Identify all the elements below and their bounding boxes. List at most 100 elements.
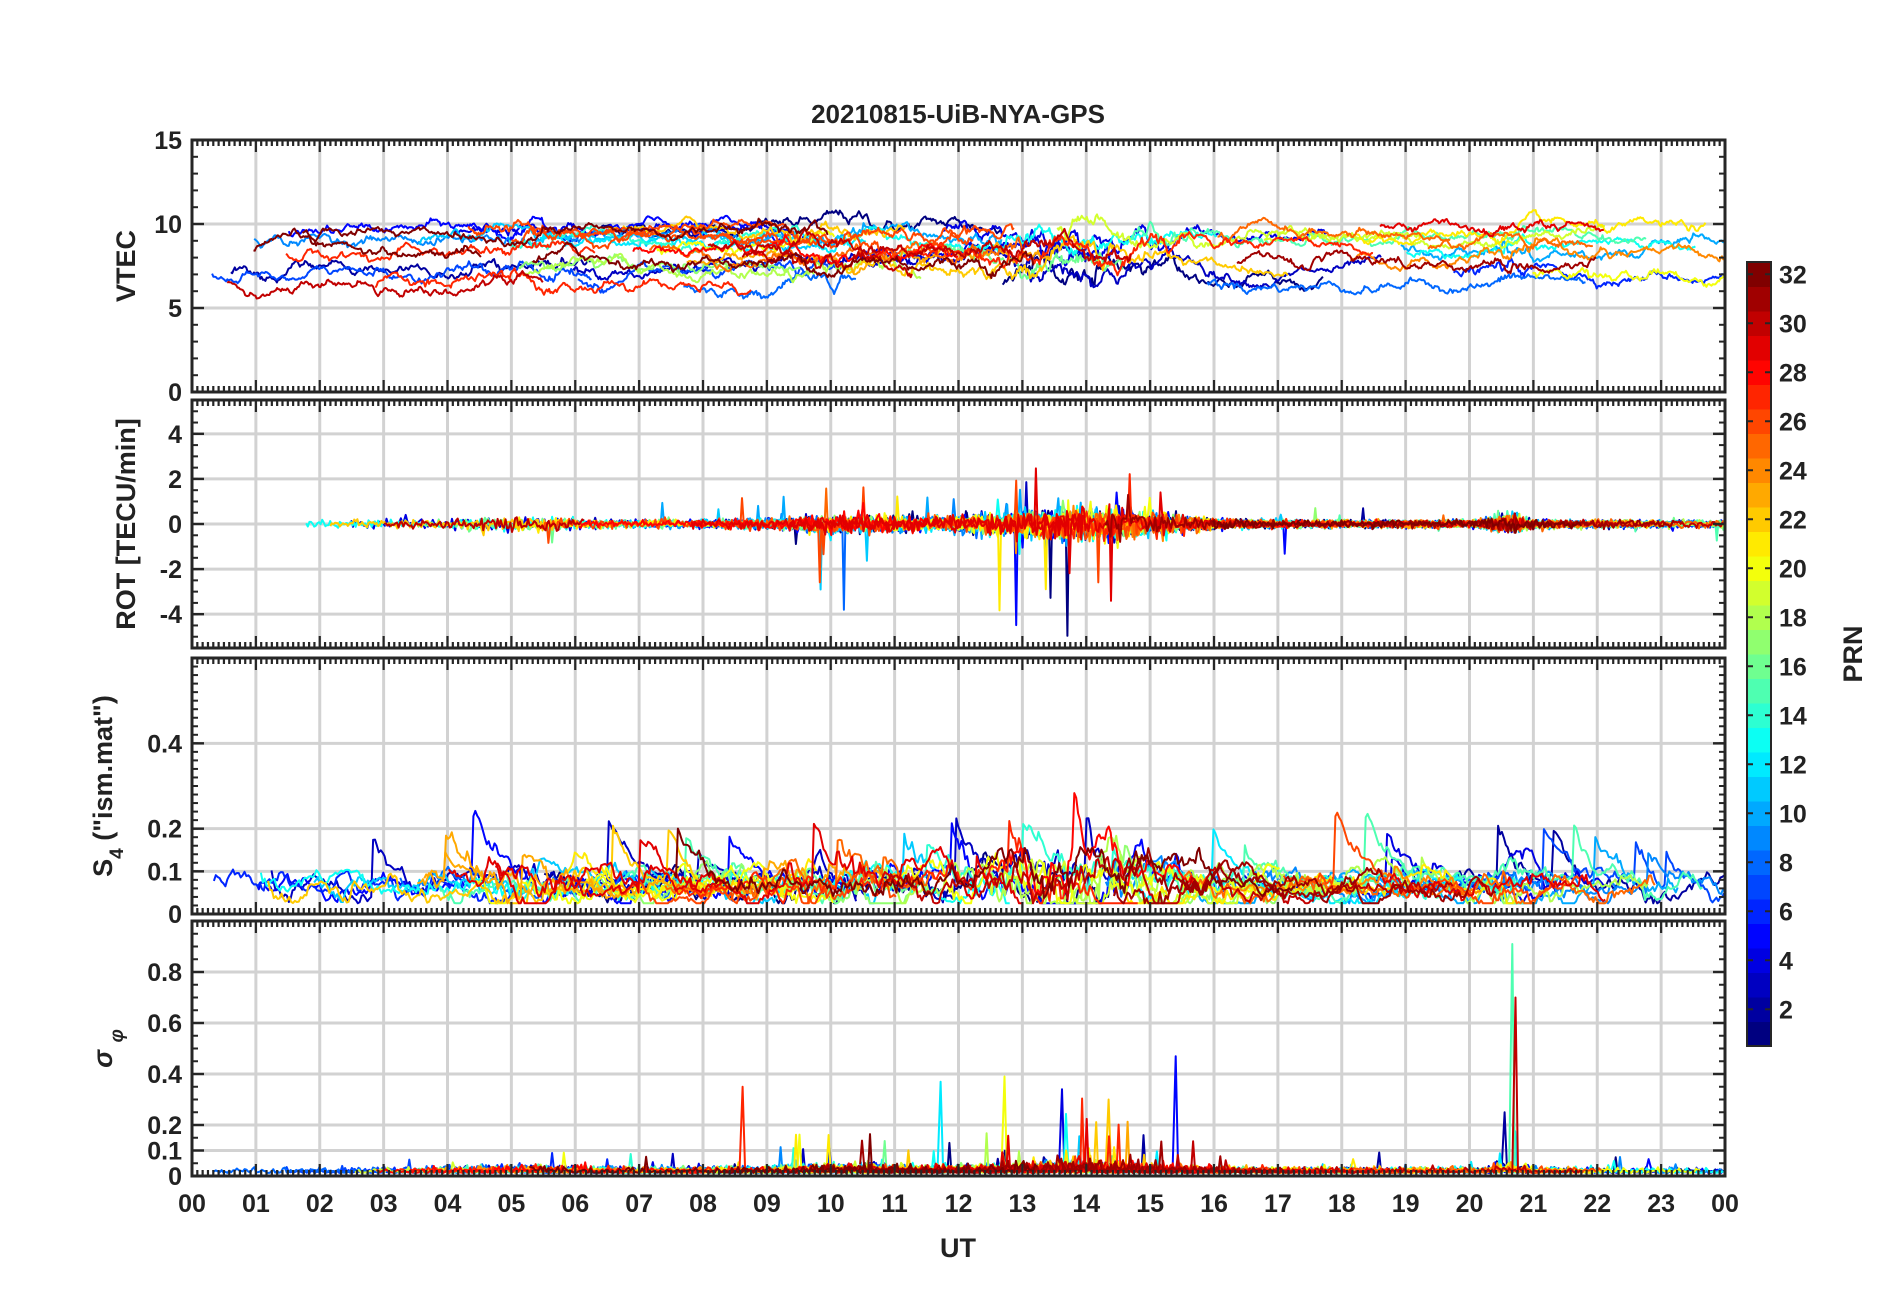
colorbar-swatch: [1747, 923, 1771, 949]
x-tick-label: 22: [1583, 1190, 1611, 1218]
colorbar-tick-label: 2: [1779, 996, 1793, 1024]
series-prn-29: [789, 467, 1259, 602]
series-prn-31: [1113, 861, 1384, 905]
series-prn-25: [1427, 231, 1593, 251]
x-tick-label: 10: [817, 1190, 845, 1218]
s4-y-axis-label: S4 ("ism.mat"): [88, 695, 128, 877]
sigma-y-tick-label: 0: [168, 1163, 182, 1191]
x-tick-label: 08: [689, 1190, 717, 1218]
rot-series-group: [305, 467, 1725, 637]
series-prn-19: [1263, 224, 1606, 250]
vtec-y-tick-label: 5: [168, 295, 182, 323]
x-tick-label: 23: [1647, 1190, 1675, 1218]
series-prn-8: [1206, 272, 1586, 296]
series-prn-32: [253, 227, 482, 259]
colorbar-swatch: [1747, 1021, 1771, 1047]
sigma-y-tick-label: 0.4: [147, 1061, 182, 1089]
colorbar-tick-label: 4: [1779, 947, 1793, 975]
colorbar-tick-label: 8: [1779, 849, 1793, 877]
colorbar-swatch: [1747, 678, 1771, 704]
rot-y-tick-label: -2: [160, 556, 182, 584]
series-prn-2: [230, 256, 593, 284]
series-prn-30: [383, 516, 585, 533]
colorbar-tick-label: 14: [1779, 702, 1807, 730]
x-tick-label: 00: [1711, 1190, 1739, 1218]
series-prn-13: [839, 223, 1218, 257]
series-prn-32: [1211, 517, 1582, 534]
sigma-y-tick-label: 0.8: [147, 959, 182, 987]
figure-title: 20210815-UiB-NYA-GPS: [811, 99, 1105, 129]
sigma-y-axis-label: σ φ: [88, 1029, 128, 1068]
series-prn-26: [617, 864, 897, 905]
series-prn-20: [1532, 267, 1725, 288]
colorbar-tick-label: 32: [1779, 261, 1807, 289]
series-prn-3: [1026, 248, 1382, 289]
sigma-y-tick-label: 0.2: [147, 1112, 182, 1140]
series-prn-28: [376, 1161, 625, 1174]
x-tick-label: 20: [1456, 1190, 1484, 1218]
vtec-y-tick-label: 0: [168, 379, 182, 407]
colorbar-swatch: [1747, 874, 1771, 900]
series-prn-27: [738, 1085, 747, 1174]
series-prn-8: [683, 270, 857, 300]
colorbar-swatch: [1747, 335, 1771, 361]
panel-vtec: 0 5 10 15: [154, 127, 1727, 407]
colorbar-tick-label: 30: [1779, 310, 1807, 338]
colorbar-swatch: [1747, 286, 1771, 312]
colorbar-swatch: [1747, 580, 1771, 606]
series-prn-26: [1282, 811, 1580, 905]
colorbar-swatch: [1747, 531, 1771, 557]
series-prn-27: [374, 267, 752, 297]
series-prn-1: [1001, 249, 1324, 292]
colorbar-tick-label: 10: [1779, 800, 1807, 828]
series-prn-7: [1452, 828, 1725, 904]
x-tick-label: 01: [242, 1190, 270, 1218]
colorbar-swatch: [1747, 629, 1771, 655]
colorbar-swatch: [1747, 776, 1771, 802]
x-tick-label: 00: [178, 1190, 206, 1218]
rot-y-axis-label: ROT [TECU/min]: [111, 418, 141, 629]
s4-y-axis-label-part: 4: [107, 848, 128, 859]
colorbar-frame: [1746, 261, 1772, 1047]
colorbar-label: PRN: [1838, 625, 1868, 682]
vtec-y-tick-label: 10: [154, 211, 182, 239]
series-prn-22: [267, 824, 735, 905]
series-prn-30: [741, 249, 913, 279]
series-prn-5: [1171, 1055, 1180, 1174]
x-tick-label: 07: [625, 1190, 653, 1218]
rot-axes: -4 -2 0 2 4: [160, 398, 1727, 650]
series-prn-29: [447, 839, 726, 898]
colorbar-tick-label: 18: [1779, 604, 1807, 632]
series-prn-23: [423, 851, 629, 900]
series-prn-32: [531, 241, 1035, 279]
x-tick-label: 06: [561, 1190, 589, 1218]
sigma-y-tick-label: 0.6: [147, 1010, 182, 1038]
sigma-y-axis-label-part: φ: [107, 1029, 128, 1042]
x-tick-label: 12: [945, 1190, 973, 1218]
series-prn-28: [1002, 792, 1200, 899]
colorbar-tick-label: 26: [1779, 408, 1807, 436]
series-prn-2: [1412, 824, 1725, 905]
series-prn-5: [255, 809, 689, 905]
colorbar-tick-label: 28: [1779, 359, 1807, 387]
panel-sigma: 00.10.2 0.4 0.6 0.8: [147, 919, 1727, 1191]
colorbar-swatch: [1747, 384, 1771, 410]
series-prn-29: [690, 510, 1084, 541]
sigma-axes: 00.10.2 0.4 0.6 0.8: [147, 919, 1727, 1191]
x-tick-label: 04: [434, 1190, 462, 1218]
x-tick-label: 19: [1392, 1190, 1420, 1218]
colorbar-swatch: [1747, 727, 1771, 753]
s4-axes: 0 0.1 0.2 0.4: [147, 656, 1727, 929]
x-tick-label: 17: [1264, 1190, 1292, 1218]
series-prn-31: [1236, 249, 1597, 275]
sigma-y-tick-label: 0.1: [147, 1138, 182, 1166]
x-tick-label: 14: [1072, 1190, 1100, 1218]
x-axis-label: UT: [940, 1233, 976, 1263]
s4-y-tick-label: 0.4: [147, 730, 182, 758]
rot-y-axis-label-part: ROT [TECU/min]: [111, 418, 141, 629]
s4-y-axis-label-part: ("ism.mat"): [88, 695, 118, 848]
colorbar-tick-label: 16: [1779, 653, 1807, 681]
x-tick-label: 09: [753, 1190, 781, 1218]
